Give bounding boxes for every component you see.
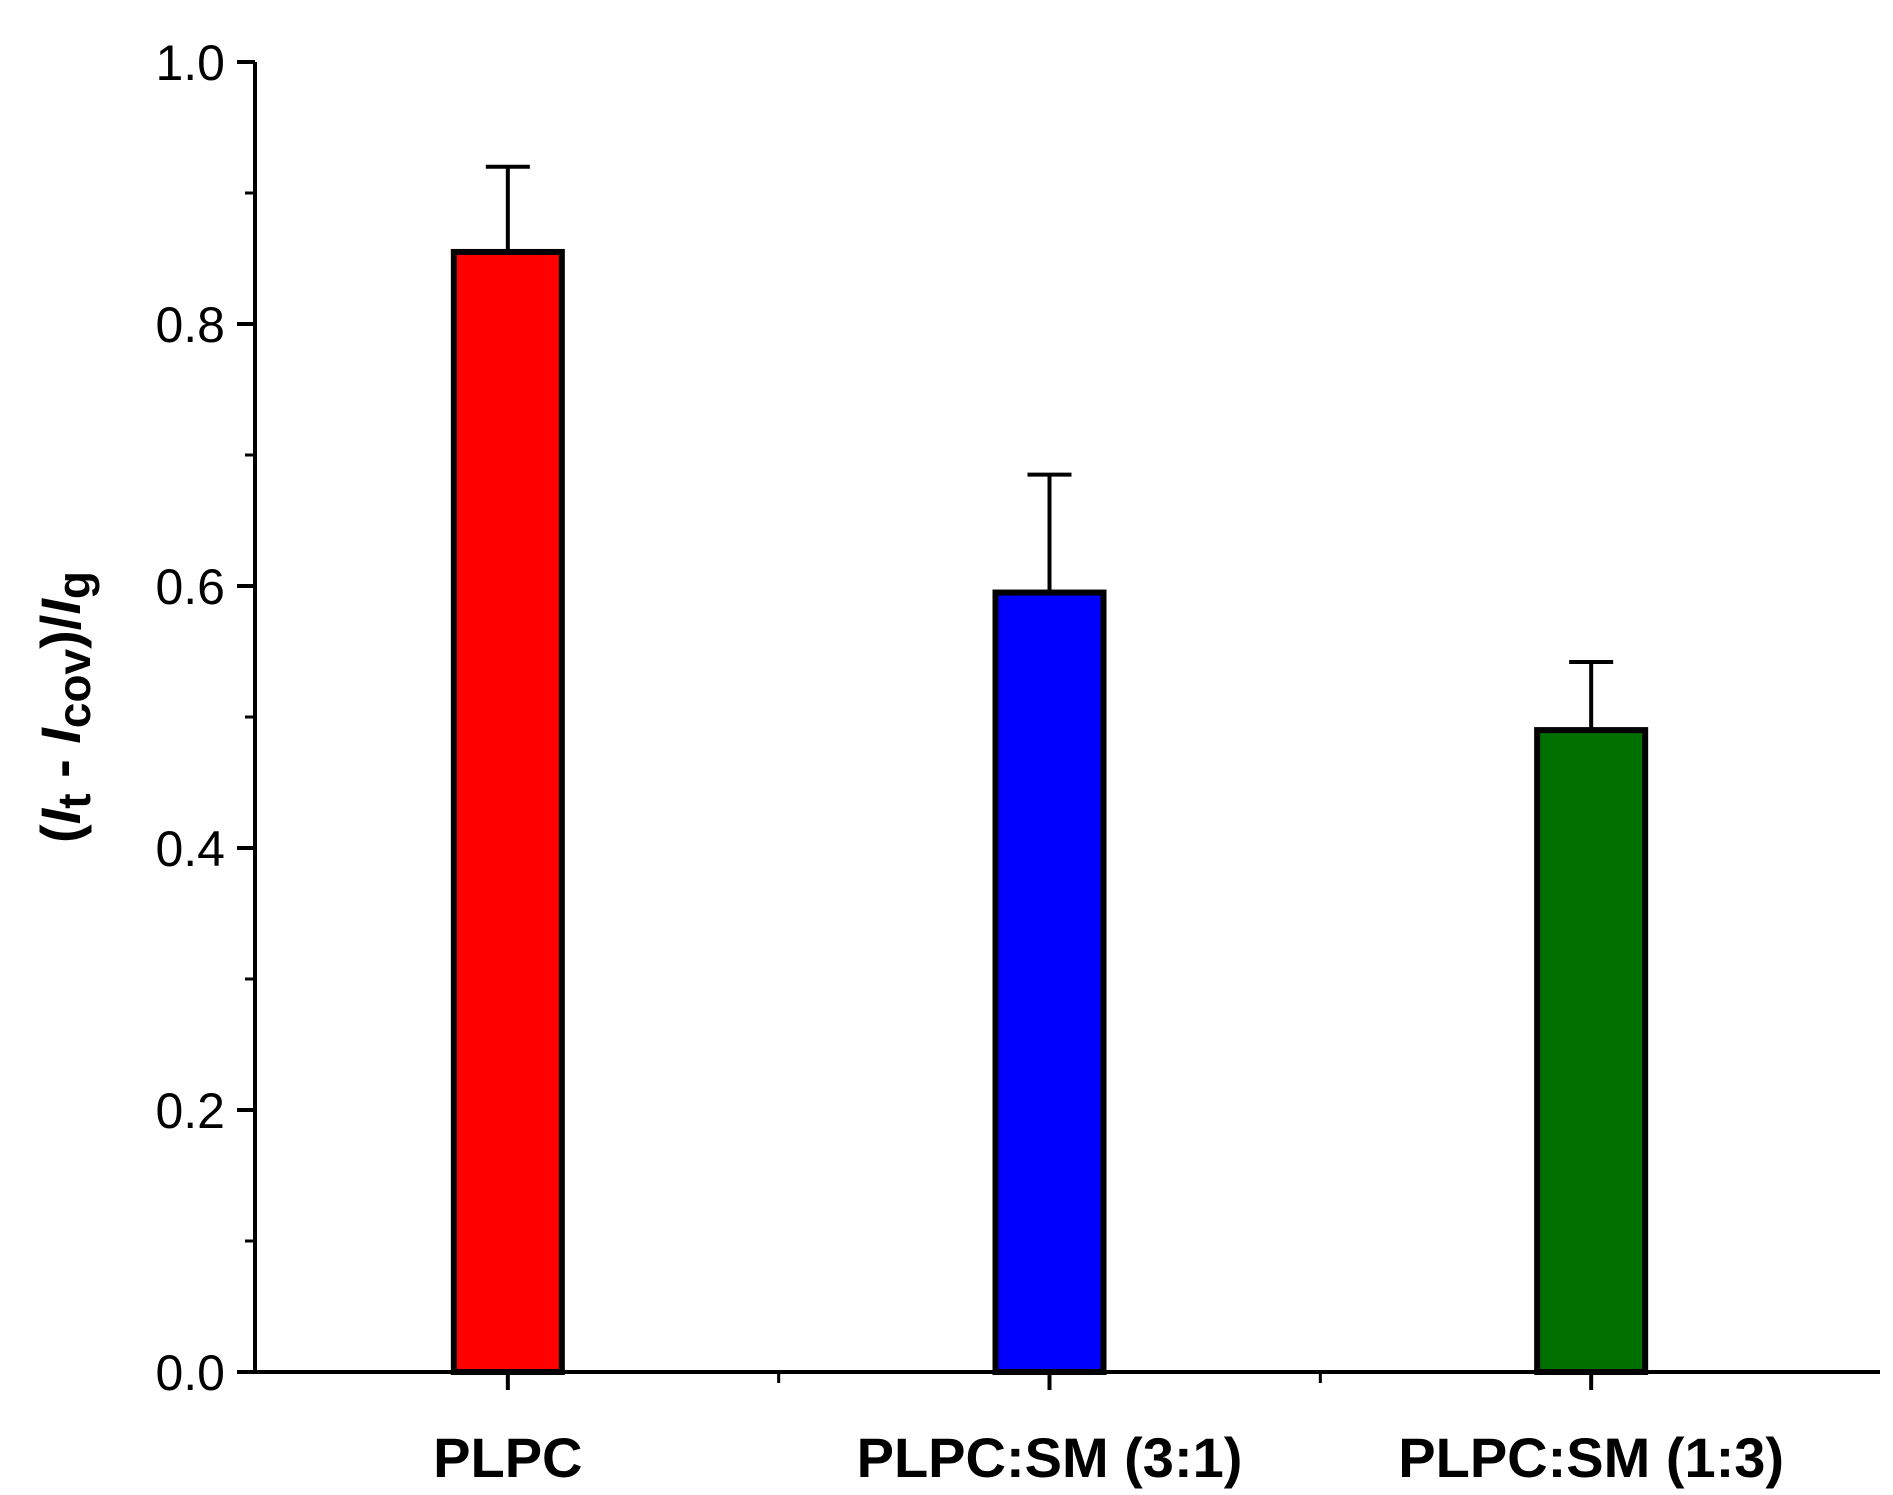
y-axis-label-part-3: - <box>29 744 92 794</box>
y-ticks-group: 0.0 0.2 0.4 0.6 0.8 1.0 <box>155 35 255 1401</box>
y-tick-label-1: 0.2 <box>155 1083 225 1139</box>
y-axis-label: (It - Icov)/Ig <box>29 571 100 843</box>
y-tick-label-4: 0.8 <box>155 297 225 353</box>
y-axis-label-part-5: cov <box>48 648 100 728</box>
y-tick-label-3: 0.6 <box>155 559 225 615</box>
bar-2 <box>1534 727 1649 1375</box>
y-axis-label-part-8: g <box>48 571 100 599</box>
x-ticks-group: PLPC PLPC:SM (3:1) PLPC:SM (1:3) <box>433 1372 1784 1489</box>
bar-1 <box>992 589 1107 1375</box>
error-bars-group <box>485 164 1614 731</box>
bar-0 <box>450 248 565 1376</box>
x-tick-label-1: PLPC:SM (3:1) <box>857 1426 1243 1489</box>
y-axis-label-group: (It - Icov)/Ig <box>29 571 100 843</box>
y-axis-label-part-4: I <box>29 727 92 744</box>
y-tick-label-2: 0.4 <box>155 821 225 877</box>
bars-group <box>450 248 1649 1376</box>
y-axis-label-part-7: I <box>29 598 92 615</box>
y-tick-label-0: 0.0 <box>155 1345 225 1401</box>
y-axis-label-part-0: ( <box>29 824 92 843</box>
x-tick-label-2: PLPC:SM (1:3) <box>1398 1426 1784 1489</box>
y-axis-label-part-6: )/ <box>29 614 92 649</box>
y-axis-label-part-1: I <box>29 807 92 824</box>
y-axis-label-part-2: t <box>48 793 100 808</box>
y-tick-label-5: 1.0 <box>155 35 225 91</box>
x-tick-label-0: PLPC <box>433 1426 582 1489</box>
